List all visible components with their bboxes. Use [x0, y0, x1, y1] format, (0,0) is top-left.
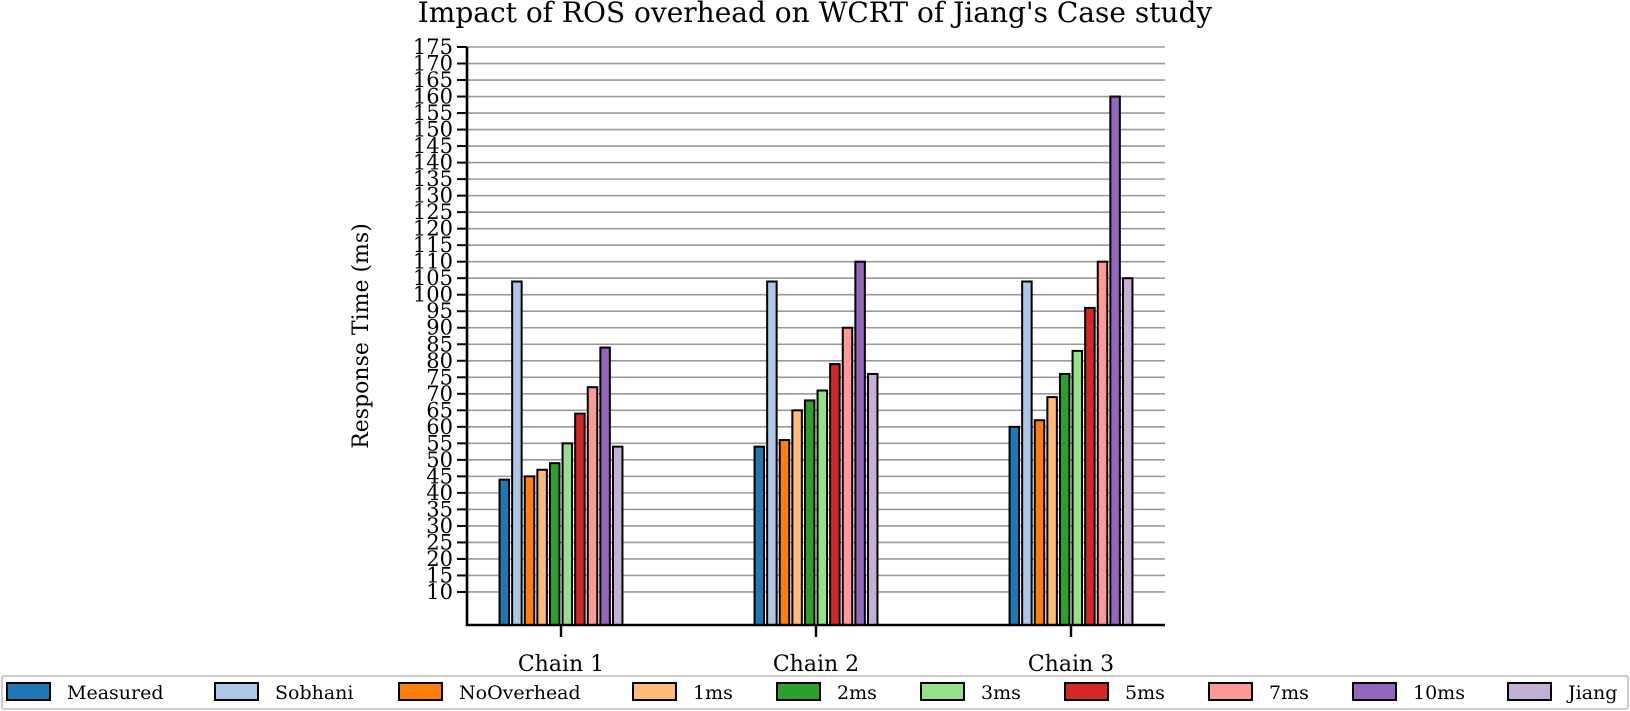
chart-title: Impact of ROS overhead on WCRT of Jiang'…: [418, 0, 1213, 29]
y-tick-label: 155: [413, 101, 453, 125]
y-tick-label: 100: [413, 283, 453, 307]
y-tick-label: 95: [426, 299, 453, 323]
x-tick-label: Chain 3: [1028, 652, 1114, 677]
bar-3ms-chain-2: [816, 389, 829, 626]
y-tick-label: 150: [413, 118, 453, 142]
legend-label-jiang: Jiang: [1566, 682, 1617, 704]
y-tick-label: 115: [413, 233, 453, 257]
legend-swatch-5ms: [1064, 682, 1109, 701]
bar-measured-chain-3: [1008, 425, 1021, 627]
y-tick-label: 20: [426, 547, 453, 571]
bar-7ms-chain-1: [586, 386, 599, 626]
bar-3ms-chain-1: [561, 442, 574, 627]
bar-1ms-chain-3: [1046, 396, 1058, 626]
y-tick-label: 160: [413, 85, 453, 109]
bar-2ms-chain-1: [548, 462, 561, 626]
y-tick-label: 170: [413, 52, 453, 76]
y-tick-label: 50: [426, 448, 453, 472]
y-tick-label: 60: [426, 415, 453, 439]
y-tick-label: 65: [426, 398, 453, 422]
legend-label-5ms: 5ms: [1125, 682, 1165, 704]
y-tick-label: 70: [426, 382, 453, 406]
legend-swatch-sobhani: [214, 682, 259, 701]
bar-sobhani-chain-3: [1021, 280, 1033, 626]
bar-jiang-chain-3: [1121, 277, 1134, 626]
bar-measured-chain-2: [753, 445, 766, 626]
legend-label-nooverhead: NoOverhead: [459, 682, 581, 704]
y-tick-label: 85: [426, 332, 453, 356]
y-tick-label: 75: [426, 365, 453, 389]
bar-2ms-chain-2: [803, 399, 816, 626]
y-tick-label: 130: [413, 184, 453, 208]
y-tick-label: 30: [426, 514, 453, 538]
y-ticks: 1015202530354045505560657075808590951001…: [413, 35, 467, 604]
y-tick-label: 55: [426, 431, 453, 455]
bar-5ms-chain-1: [574, 412, 586, 627]
legend-swatch-measured: [6, 682, 51, 701]
y-tick-label: 40: [426, 481, 453, 505]
y-tick-label: 140: [413, 151, 453, 175]
legend: Measured Sobhani NoOverhead 1ms 2ms 3ms 5ms 7ms…: [1, 675, 1629, 710]
y-tick-label: 90: [426, 316, 453, 340]
legend-swatch-jiang: [1507, 682, 1552, 701]
y-tick-label: 45: [426, 464, 453, 488]
legend-swatch-3ms: [920, 682, 965, 701]
legend-label-7ms: 7ms: [1269, 682, 1309, 704]
y-tick-label: 110: [413, 250, 453, 274]
x-ticks: Chain 1 Chain 2 Chain 3: [518, 625, 1114, 677]
x-tick-label: Chain 2: [773, 652, 859, 677]
bar-2ms-chain-3: [1058, 372, 1071, 626]
y-tick-label: 175: [413, 35, 453, 59]
legend-swatch-7ms: [1208, 682, 1253, 701]
bar-jiang-chain-1: [611, 445, 624, 626]
bar-sobhani-chain-1: [511, 280, 523, 626]
y-tick-label: 25: [426, 530, 453, 554]
y-tick-label: 120: [413, 217, 453, 241]
bar-3ms-chain-3: [1071, 349, 1084, 626]
y-tick-label: 135: [413, 167, 453, 191]
bar-5ms-chain-3: [1084, 306, 1096, 626]
y-tick-label: 125: [413, 200, 453, 224]
legend-label-3ms: 3ms: [981, 682, 1021, 704]
y-tick-label: 15: [426, 563, 453, 587]
legend-label-measured: Measured: [67, 682, 164, 704]
bar-1ms-chain-1: [536, 468, 548, 626]
y-tick-label: 165: [413, 68, 453, 92]
y-tick-label: 145: [413, 134, 453, 158]
bar-5ms-chain-2: [829, 363, 841, 626]
y-tick-label: 35: [426, 497, 453, 521]
bar-10ms-chain-1: [599, 346, 611, 626]
bar-1ms-chain-2: [791, 409, 803, 627]
legend-swatch-nooverhead: [398, 682, 443, 701]
legend-swatch-1ms: [632, 682, 677, 701]
bar-10ms-chain-3: [1109, 95, 1121, 627]
y-tick-label: 105: [413, 266, 453, 290]
bar-sobhani-chain-2: [766, 280, 778, 626]
legend-swatch-10ms: [1352, 682, 1397, 701]
bar-jiang-chain-2: [866, 372, 879, 626]
legend-swatch-2ms: [776, 682, 821, 701]
y-tick-label: 80: [426, 349, 453, 373]
bar-10ms-chain-2: [854, 260, 866, 626]
bar-7ms-chain-3: [1096, 260, 1109, 626]
bar-nooverhead-chain-2: [778, 439, 791, 627]
legend-label-10ms: 10ms: [1413, 682, 1465, 704]
bar-measured-chain-1: [498, 478, 511, 626]
bar-7ms-chain-2: [841, 326, 854, 626]
bar-nooverhead-chain-3: [1033, 419, 1046, 627]
y-axis-label: Response Time (ms): [349, 223, 374, 449]
legend-label-sobhani: Sobhani: [275, 682, 354, 704]
y-tick-label: 10: [426, 580, 453, 604]
legend-label-2ms: 2ms: [837, 682, 877, 704]
legend-label-1ms: 1ms: [693, 682, 733, 704]
x-tick-label: Chain 1: [518, 652, 604, 677]
bar-nooverhead-chain-1: [523, 475, 536, 626]
